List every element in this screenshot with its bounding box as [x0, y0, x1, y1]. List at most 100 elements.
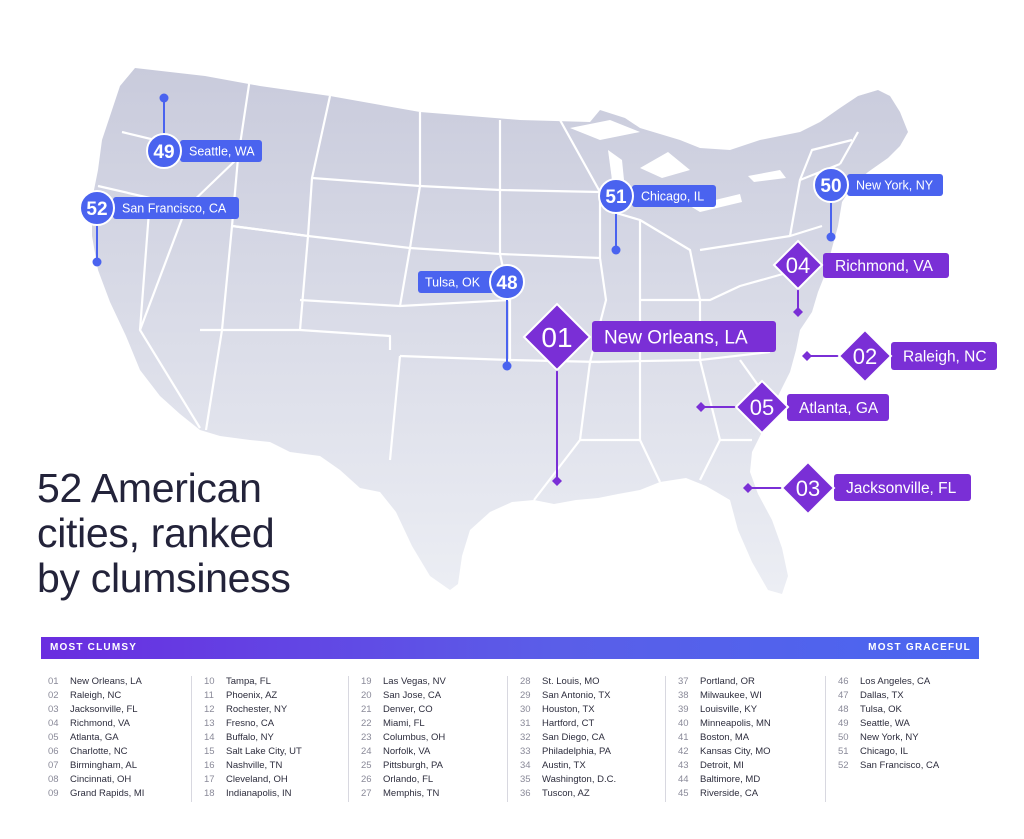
- rank-city: Dallas, TX: [860, 690, 904, 701]
- rank-city: Tuscon, AZ: [542, 788, 590, 799]
- ranking-row: 31 Hartford, CT: [520, 718, 594, 732]
- rank-city: Portland, OR: [700, 676, 755, 687]
- rank-number: 37: [678, 676, 689, 687]
- location-marker: [802, 351, 812, 361]
- rank-number: 12: [204, 704, 215, 715]
- scale-label-right: MOST GRACEFUL: [868, 642, 971, 653]
- rank-city: Milwaukee, WI: [700, 690, 762, 701]
- city-label: Chicago, IL: [641, 190, 704, 204]
- city-label: Atlanta, GA: [799, 400, 879, 417]
- chart-title: 52 American cities, ranked by clumsiness: [37, 466, 291, 601]
- rank-city: San Diego, CA: [542, 732, 605, 743]
- rank-number: 50: [820, 176, 841, 197]
- column-divider: [348, 676, 349, 802]
- rank-city: Louisville, KY: [700, 704, 758, 715]
- ranking-row: 44 Baltimore, MD: [678, 774, 760, 788]
- ranking-row: 03 Jacksonville, FL: [48, 704, 138, 718]
- rank-number: 15: [204, 746, 215, 757]
- ranking-row: 33 Philadelphia, PA: [520, 746, 611, 760]
- rank-number: 16: [204, 760, 215, 771]
- location-marker: [611, 245, 621, 255]
- rank-number: 03: [796, 476, 820, 501]
- ranking-row: 52 San Francisco, CA: [838, 760, 939, 774]
- rank-city: Seattle, WA: [860, 718, 910, 729]
- rank-city: Rochester, NY: [226, 704, 288, 715]
- rank-number: 22: [361, 718, 372, 729]
- ranking-row: 17 Cleveland, OH: [204, 774, 288, 788]
- rank-number: 10: [204, 676, 215, 687]
- rank-number: 27: [361, 788, 372, 799]
- city-label: Tulsa, OK: [425, 276, 481, 290]
- rank-badge: [813, 167, 849, 203]
- ranking-row: 34 Austin, TX: [520, 760, 586, 774]
- rank-number: 41: [678, 732, 689, 743]
- rank-city: Norfolk, VA: [383, 746, 431, 757]
- us-map: Seattle, WA 49 San Francisco, CA 52 Chicago,…: [79, 68, 997, 594]
- rank-number: 46: [838, 676, 849, 687]
- rank-number: 05: [48, 732, 59, 743]
- city-label-box: [847, 174, 943, 196]
- ranking-row: 24 Norfolk, VA: [361, 746, 430, 760]
- rank-number: 47: [838, 690, 849, 701]
- rank-number: 06: [48, 746, 59, 757]
- rank-badge: [489, 264, 525, 300]
- rank-city: Tampa, FL: [226, 676, 271, 687]
- rank-city: Las Vegas, NV: [383, 676, 446, 687]
- rank-city: Charlotte, NC: [70, 746, 128, 757]
- city-label: Jacksonville, FL: [846, 480, 957, 497]
- ranking-row: 29 San Antonio, TX: [520, 690, 611, 704]
- rank-city: Fresno, CA: [226, 718, 275, 729]
- rank-number: 51: [605, 187, 627, 208]
- rank-number: 44: [678, 774, 689, 785]
- rank-city: Kansas City, MO: [700, 746, 771, 757]
- rank-city: Orlando, FL: [383, 774, 434, 785]
- rank-city: San Francisco, CA: [860, 760, 940, 771]
- rank-badge: [772, 239, 824, 291]
- ranking-row: 43 Detroit, MI: [678, 760, 744, 774]
- rank-city: Los Angeles, CA: [860, 676, 931, 687]
- rank-number: 28: [520, 676, 531, 687]
- ranking-row: 42 Kansas City, MO: [678, 746, 771, 760]
- ranking-row: 30 Houston, TX: [520, 704, 595, 718]
- rank-badge: [837, 328, 893, 384]
- ranking-row: 02 Raleigh, NC: [48, 690, 121, 704]
- rank-city: Miami, FL: [383, 718, 425, 729]
- rank-city: Phoenix, AZ: [226, 690, 278, 701]
- ranking-row: 08 Cincinnati, OH: [48, 774, 131, 788]
- title-line-1: 52 American: [37, 465, 262, 511]
- rank-number: 31: [520, 718, 531, 729]
- city-label-box: [632, 185, 716, 207]
- ranking-row: 05 Atlanta, GA: [48, 732, 119, 746]
- rank-city: Nashville, TN: [226, 760, 283, 771]
- rank-number: 26: [361, 774, 372, 785]
- ranking-row: 21 Denver, CO: [361, 704, 433, 718]
- ranking-row: 36 Tuscon, AZ: [520, 788, 590, 802]
- rank-city: Washington, D.C.: [542, 774, 617, 785]
- ranking-row: 47 Dallas, TX: [838, 690, 904, 704]
- ranking-row: 10 Tampa, FL: [204, 676, 271, 690]
- rank-city: San Antonio, TX: [542, 690, 611, 701]
- rank-badge: [79, 190, 115, 226]
- ranking-row: 18 Indianapolis, IN: [204, 788, 291, 802]
- title-line-3: by clumsiness: [37, 555, 291, 601]
- map-callouts: Seattle, WA 49 San Francisco, CA 52 Chicago,…: [79, 93, 997, 516]
- city-label-box: [823, 253, 949, 278]
- ranking-row: 12 Rochester, NY: [204, 704, 287, 718]
- rank-city: Denver, CO: [383, 704, 433, 715]
- rank-city: Jacksonville, FL: [70, 704, 138, 715]
- ranking-row: 01 New Orleans, LA: [48, 676, 142, 690]
- scale-label-left: MOST CLUMSY: [50, 642, 138, 653]
- rank-number: 24: [361, 746, 372, 757]
- ranking-row: 35 Washington, D.C.: [520, 774, 616, 788]
- ranking-row: 45 Riverside, CA: [678, 788, 758, 802]
- rank-number: 01: [541, 322, 572, 353]
- ranking-row: 07 Birmingham, AL: [48, 760, 137, 774]
- rank-number: 38: [678, 690, 689, 701]
- city-label-box: [891, 342, 997, 370]
- rank-number: 11: [204, 690, 214, 701]
- location-marker: [696, 402, 706, 412]
- rank-number: 52: [838, 760, 849, 771]
- rank-city: Cleveland, OH: [226, 774, 288, 785]
- ranking-row: 14 Buffalo, NY: [204, 732, 274, 746]
- rank-city: Hartford, CT: [542, 718, 595, 729]
